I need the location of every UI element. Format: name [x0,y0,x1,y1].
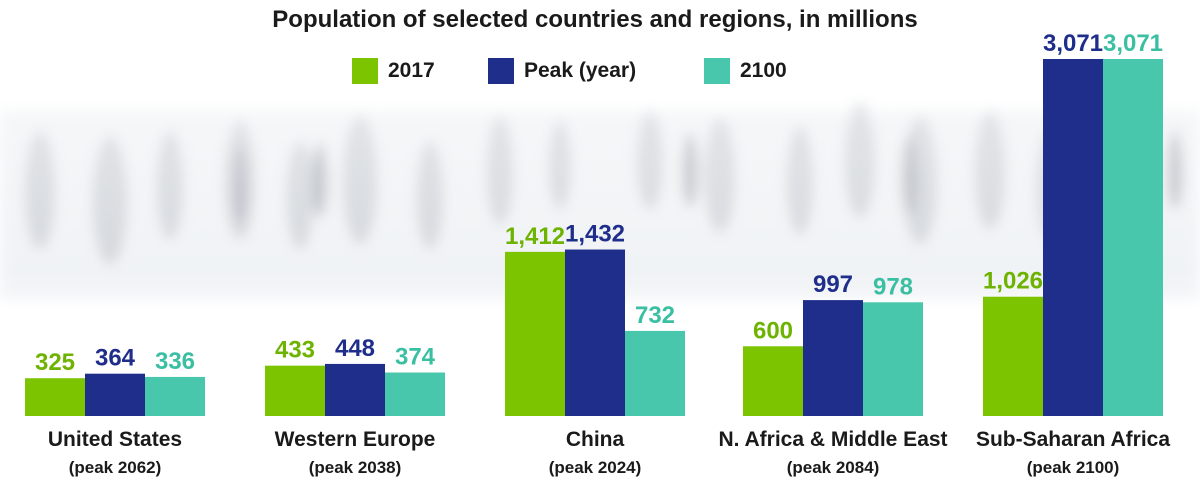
bar-0-2 [145,376,205,416]
value-label-4-0: 1,026 [983,268,1043,295]
bar-1-1 [325,363,385,416]
value-label-2-0: 1,412 [505,223,565,250]
legend-swatch-peak [488,58,514,84]
chart-title: Population of selected countries and reg… [272,6,918,33]
legend-label-2100: 2100 [740,59,787,82]
bar-1-0 [265,365,325,416]
value-label-1-1: 448 [335,335,375,362]
category-sublabel-2: (peak 2024) [549,458,642,477]
category-sublabel-1: (peak 2038) [309,458,402,477]
bar-3-1 [803,300,863,416]
bar-1-2 [385,372,445,416]
value-label-2-1: 1,432 [565,221,625,248]
bar-4-0 [983,296,1043,416]
bar-0-0 [25,378,85,416]
bar-3-0 [743,346,803,416]
category-label-1: Western Europe [275,428,436,451]
legend-item-peak: Peak (year) [488,56,636,86]
value-label-0-2: 336 [155,348,195,375]
bar-2-0 [505,251,565,416]
category-label-3: N. Africa & Middle East [718,428,947,451]
value-label-2-2: 732 [635,302,675,329]
category-label-4: Sub-Saharan Africa [976,428,1170,451]
bar-2-2 [625,330,685,416]
legend-swatch-2100 [704,58,730,84]
legend-label-2017: 2017 [388,59,435,82]
category-label-0: United States [48,428,182,451]
bar-4-2 [1103,59,1163,416]
bar-0-1 [85,373,145,416]
category-sublabel-4: (peak 2100) [1027,458,1120,477]
value-label-4-1: 3,071 [1043,30,1103,57]
value-label-0-0: 325 [35,349,75,376]
category-sublabel-0: (peak 2062) [69,458,162,477]
value-label-0-1: 364 [95,345,136,372]
legend-swatch-2017 [352,58,378,84]
bar-4-1 [1043,59,1103,416]
category-label-2: China [566,428,625,451]
value-label-3-1: 997 [813,271,853,298]
legend-label-peak: Peak (year) [524,59,637,82]
value-label-3-0: 600 [753,317,793,344]
legend-item-2017: 2017 [352,56,435,86]
category-sublabel-3: (peak 2084) [787,458,880,477]
legend-item-2100: 2100 [704,56,787,86]
bar-2-1 [565,249,625,416]
value-label-3-2: 978 [873,273,913,300]
value-label-4-2: 3,071 [1103,30,1163,57]
value-label-1-0: 433 [275,337,315,364]
value-label-1-2: 374 [395,344,436,371]
bar-3-2 [863,302,923,416]
